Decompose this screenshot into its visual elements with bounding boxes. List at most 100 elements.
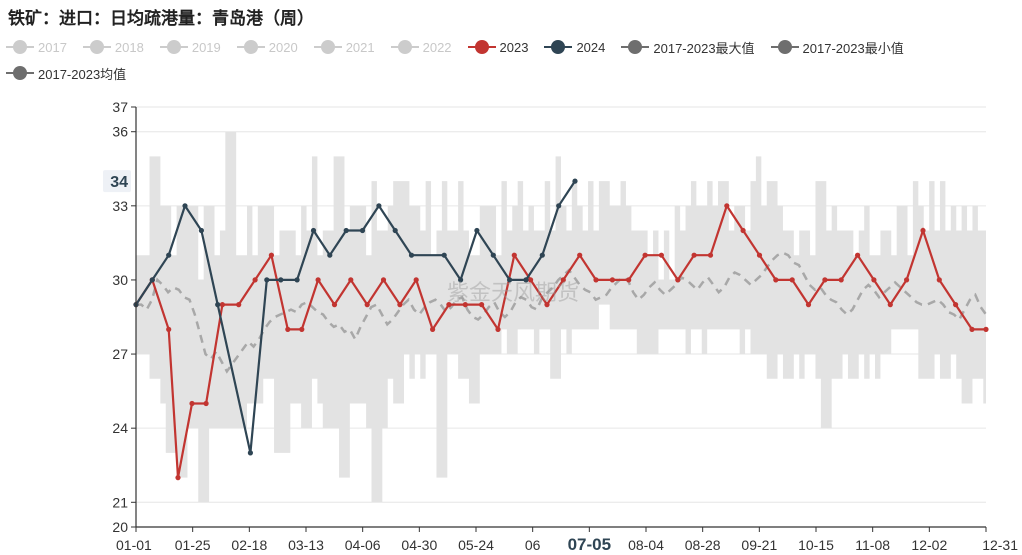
data-point-2023[interactable] [348, 277, 354, 283]
data-point-2024[interactable] [458, 277, 464, 283]
data-point-2023[interactable] [855, 252, 861, 258]
data-point-2024[interactable] [166, 252, 172, 258]
data-point-2023[interactable] [462, 302, 468, 308]
data-point-2024[interactable] [327, 252, 333, 258]
data-point-2023[interactable] [268, 252, 274, 258]
data-point-2024[interactable] [408, 252, 415, 258]
data-point-2023[interactable] [887, 302, 893, 308]
data-point-2023[interactable] [380, 277, 387, 283]
data-point-2024[interactable] [376, 203, 382, 209]
data-point-2023[interactable] [252, 277, 258, 283]
data-point-2024[interactable] [215, 302, 221, 308]
legend-item-2024[interactable]: 2024 [544, 34, 605, 60]
data-point-2023[interactable] [364, 302, 370, 308]
legend-item-2022[interactable]: 2022 [390, 34, 452, 60]
legend-item-2020[interactable]: 2020 [236, 34, 298, 60]
data-point-2023[interactable] [236, 302, 242, 308]
legend-label: 2019 [191, 39, 221, 55]
data-point-2024[interactable] [474, 227, 480, 234]
legend-item-2021[interactable]: 2021 [313, 34, 375, 60]
legend-item-2017-2023均值[interactable]: 2017-2023均值 [6, 60, 126, 86]
x-tick-label: 12-02 [911, 537, 947, 553]
data-point-2024[interactable] [359, 227, 366, 234]
data-point-2023[interactable] [413, 277, 419, 283]
legend-item-2017[interactable]: 2017 [6, 34, 67, 60]
data-point-2024[interactable] [343, 227, 349, 234]
data-point-2023[interactable] [789, 277, 795, 283]
x-tick-label: 02-18 [231, 537, 267, 553]
data-point-2024[interactable] [278, 277, 284, 283]
data-point-2024[interactable] [490, 252, 496, 258]
data-point-2023[interactable] [299, 326, 305, 332]
data-point-2023[interactable] [528, 277, 534, 283]
legend-row: 2017 2018 2019 2020 2021 2022 2023 2024 2017-202… [6, 34, 1018, 86]
y-tick-label: 24 [112, 420, 128, 436]
data-point-2023[interactable] [315, 277, 321, 283]
legend-item-2018[interactable]: 2018 [82, 34, 144, 60]
data-point-2024[interactable] [247, 450, 253, 456]
data-point-2024[interactable] [556, 203, 562, 209]
data-point-2023[interactable] [593, 277, 599, 283]
data-point-2023[interactable] [658, 252, 665, 258]
data-point-2024[interactable] [294, 277, 300, 283]
data-point-2023[interactable] [544, 302, 550, 308]
data-point-2023[interactable] [642, 252, 648, 258]
data-point-2023[interactable] [983, 326, 989, 332]
data-point-2024[interactable] [149, 277, 155, 283]
data-point-2023[interactable] [969, 326, 975, 332]
data-point-2023[interactable] [756, 252, 763, 258]
data-point-2023[interactable] [189, 400, 195, 407]
legend-item-2017-2023最小值[interactable]: 2017-2023最小值 [770, 34, 904, 60]
y-tick-label: 21 [112, 494, 128, 510]
data-point-2023[interactable] [675, 277, 681, 283]
data-point-2024[interactable] [523, 277, 529, 283]
data-point-2023[interactable] [773, 277, 779, 283]
data-point-2023[interactable] [805, 302, 812, 308]
series-line-2024 [135, 180, 576, 454]
data-point-2023[interactable] [936, 277, 942, 283]
data-point-2023[interactable] [560, 277, 566, 283]
data-point-2023[interactable] [724, 203, 730, 209]
data-point-2023[interactable] [166, 326, 172, 332]
data-point-2023[interactable] [495, 326, 501, 332]
data-point-2023[interactable] [511, 252, 517, 258]
legend-item-2019[interactable]: 2019 [159, 34, 221, 60]
data-point-2023[interactable] [577, 252, 583, 258]
legend-item-2017-2023最大值[interactable]: 2017-2023最大值 [621, 34, 755, 60]
data-point-2023[interactable] [479, 302, 485, 308]
data-point-2024[interactable] [572, 178, 578, 184]
data-point-2024[interactable] [507, 277, 513, 283]
x-tick-label: 08-04 [628, 537, 664, 553]
data-point-2023[interactable] [203, 400, 209, 407]
data-point-2024[interactable] [441, 252, 447, 258]
data-point-2023[interactable] [175, 475, 181, 481]
data-point-2024[interactable] [182, 203, 188, 209]
data-point-2023[interactable] [609, 277, 616, 283]
legend-label: 2022 [422, 39, 452, 55]
series-2024 [133, 178, 578, 456]
data-point-2023[interactable] [430, 326, 436, 332]
data-point-2023[interactable] [740, 227, 746, 234]
data-point-2023[interactable] [397, 302, 403, 308]
data-point-2023[interactable] [219, 302, 225, 308]
data-point-2023[interactable] [838, 277, 844, 283]
data-point-2024[interactable] [198, 227, 204, 234]
data-point-2024[interactable] [264, 277, 270, 283]
data-point-2023[interactable] [285, 326, 291, 332]
data-point-2023[interactable] [331, 302, 338, 308]
data-point-2023[interactable] [707, 252, 714, 258]
data-point-2023[interactable] [822, 277, 828, 283]
legend-label: 2017-2023最小值 [802, 40, 904, 56]
data-point-2024[interactable] [539, 252, 545, 258]
data-point-2024[interactable] [392, 227, 398, 234]
data-point-2023[interactable] [446, 302, 452, 308]
data-point-2023[interactable] [904, 277, 910, 283]
legend-item-2023[interactable]: 2023 [467, 34, 528, 60]
data-point-2024[interactable] [310, 227, 317, 234]
legend-label: 2017-2023最大值 [653, 40, 755, 56]
data-point-2023[interactable] [871, 277, 877, 283]
data-point-2023[interactable] [691, 252, 697, 258]
data-point-2023[interactable] [920, 227, 926, 234]
data-point-2023[interactable] [953, 302, 959, 308]
data-point-2023[interactable] [626, 277, 632, 283]
